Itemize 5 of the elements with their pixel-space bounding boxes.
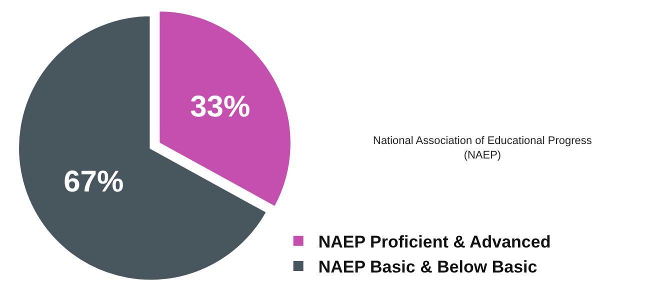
legend-label: NAEP Basic & Below Basic bbox=[318, 258, 538, 277]
data-label: 67% bbox=[64, 165, 124, 198]
data-label: 33% bbox=[190, 90, 250, 124]
legend-label: NAEP Proficient & Advanced bbox=[318, 232, 551, 252]
text: National Association of Educational Progress (NAEP) bbox=[373, 135, 592, 162]
